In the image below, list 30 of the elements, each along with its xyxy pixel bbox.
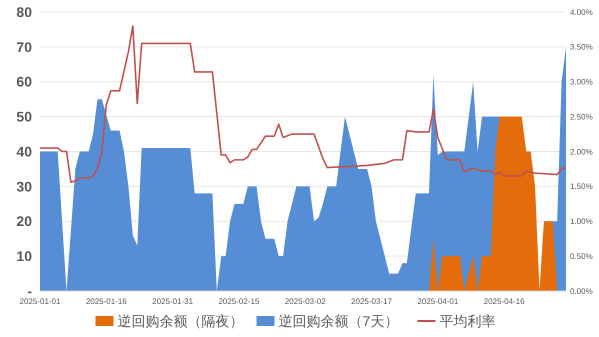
y2-tick-label: 3.50%	[570, 42, 593, 52]
y-tick-label: 50	[16, 108, 32, 125]
y2-tick-label: 1.00%	[570, 217, 593, 226]
x-tick-label: 2025-01-16	[86, 297, 128, 306]
x-tick-label: 2025-03-17	[351, 297, 393, 306]
x-tick-label: 2025-01-31	[152, 297, 194, 306]
y-tick-label: 40	[16, 143, 32, 160]
x-tick-label: 2025-04-16	[484, 297, 526, 306]
y2-tick-label: 3.00%	[570, 78, 593, 87]
y2-tick-label: 0.00%	[570, 286, 593, 296]
y2-tick-label: 1.50%	[570, 182, 593, 192]
x-tick-label: 2025-02-15	[218, 297, 260, 306]
x-tick-label: 2025-04-01	[417, 297, 459, 306]
y-tick-label: 30	[16, 178, 32, 194]
x-tick-label: 2025-01-01	[20, 297, 62, 306]
y-tick-label: 10	[16, 248, 32, 264]
y2-tick-label: 4.00%	[570, 8, 593, 17]
legend-label: 平均利率	[440, 312, 496, 329]
y-tick-label: 70	[16, 38, 32, 55]
y-tick-label: -	[27, 282, 32, 299]
y2-tick-label: 2.50%	[570, 112, 593, 122]
legend-label: 逆回购余额（7天）	[278, 312, 398, 329]
y2-tick-label: 0.50%	[570, 252, 593, 261]
line-series	[39, 25, 567, 183]
legend-label: 逆回购余额（隔夜）	[118, 312, 244, 329]
y-tick-label: 20	[16, 213, 32, 230]
y-tick-label: 80	[16, 4, 32, 20]
x-tick-label: 2025-03-02	[284, 297, 326, 306]
y2-tick-label: 2.00%	[570, 147, 593, 156]
y-tick-label: 60	[16, 74, 32, 90]
